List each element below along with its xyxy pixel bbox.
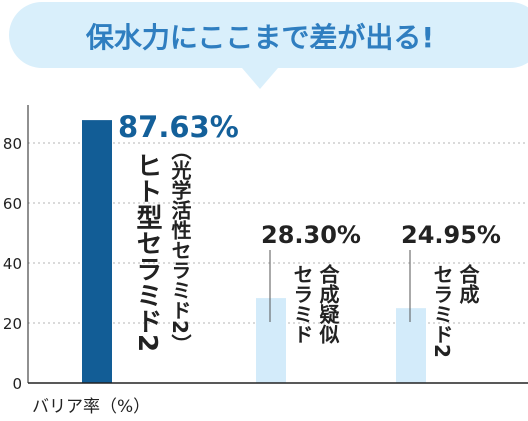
leader-lines <box>269 250 411 322</box>
category-labels: ヒト型セラミド2 （光学活性セラミド2） セラミド 合成疑似 セラミド2 合成 <box>132 140 480 358</box>
y-tick-label: 80 <box>3 135 22 153</box>
value-label-1: 87.63% <box>118 110 239 144</box>
y-tick-label: 20 <box>3 315 22 333</box>
category-label-2-line-a: セラミド <box>290 264 314 344</box>
y-tick-label: 0 <box>12 375 22 393</box>
bar-3 <box>396 308 426 383</box>
value-labels: 87.63% 28.30% 24.95% <box>118 110 501 249</box>
bar-2 <box>256 298 286 383</box>
headline-bubble: 保水力にここまで差が出る! <box>9 2 528 89</box>
category-label-3-line-a: セラミド2 <box>430 264 454 358</box>
category-label-2-line-b: 合成疑似 <box>316 263 340 344</box>
headline-bubble-shape <box>9 2 528 89</box>
value-label-2: 28.30% <box>261 221 361 249</box>
y-tick-label: 60 <box>3 195 22 213</box>
category-label-1-main: ヒト型セラミド2 <box>132 152 162 352</box>
category-label-3-line-b: 合成 <box>456 263 480 305</box>
y-axis-title: バリア率（%） <box>32 397 150 417</box>
y-tick-label: 40 <box>3 255 22 273</box>
y-tick-labels: 0 20 40 60 80 <box>3 135 22 393</box>
value-label-3: 24.95% <box>401 221 501 249</box>
category-label-1-sub: （光学活性セラミド2） <box>168 140 192 354</box>
bar-1 <box>82 120 112 384</box>
bars <box>82 120 426 384</box>
headline-text: 保水力にここまで差が出る! <box>86 21 434 54</box>
